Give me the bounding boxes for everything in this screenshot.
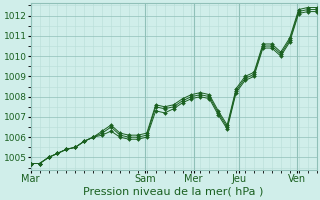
X-axis label: Pression niveau de la mer( hPa ): Pression niveau de la mer( hPa )	[84, 187, 264, 197]
